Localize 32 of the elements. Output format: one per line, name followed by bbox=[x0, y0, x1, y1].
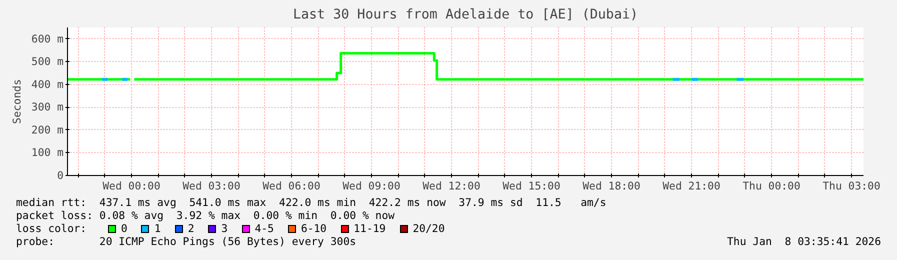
x-tick-label: Wed 03:00 bbox=[182, 180, 240, 192]
text: Thu Jan 8 03:35:41 2026 bbox=[727, 235, 881, 248]
x-tick-label: Wed 00:00 bbox=[102, 180, 160, 192]
y-tick-label: 0 bbox=[57, 169, 64, 182]
legend-label: 20/20 bbox=[412, 222, 445, 235]
chart-title: Last 30 Hours from Adelaide to [AE] (Dubai) bbox=[292, 8, 638, 22]
x-tick-label: Wed 15:00 bbox=[502, 180, 560, 192]
x-tick-label: Wed 21:00 bbox=[662, 180, 720, 192]
text: packet loss: 0.08 % avg 3.92 % max 0.00 % min 0.00 % now bbox=[16, 209, 396, 222]
text: probe: 20 ICMP Echo Pings (56 Bytes) every 300s bbox=[16, 235, 356, 248]
y-tick-label: 200 m bbox=[31, 123, 64, 136]
legend-label: 1 bbox=[154, 222, 161, 235]
legend-label: 2 bbox=[188, 222, 194, 235]
legend-title: loss color: bbox=[16, 222, 88, 235]
y-tick-label: 400 m bbox=[31, 78, 64, 91]
legend-label: 4-5 bbox=[254, 222, 274, 235]
x-tick-label: Wed 18:00 bbox=[582, 180, 640, 192]
x-tick-label: Thu 00:00 bbox=[742, 180, 800, 192]
legend-label: 6-10 bbox=[300, 222, 327, 235]
legend-label: 3 bbox=[221, 222, 228, 235]
y-tick-label: 100 m bbox=[31, 146, 64, 160]
y-tick-label: 600 m bbox=[31, 32, 64, 46]
y-axis-title: Seconds bbox=[10, 79, 24, 124]
legend-label: 0 bbox=[121, 222, 128, 235]
y-tick-label: 500 m bbox=[31, 55, 64, 68]
x-tick-label: Wed 06:00 bbox=[262, 180, 320, 192]
text: median rtt: 437.1 ms avg 541.0 ms max 422.0 ms min 422.2 ms now 37.9 ms sd 11.5 am/s bbox=[16, 196, 608, 209]
x-tick-label: Wed 12:00 bbox=[422, 180, 480, 192]
legend-label: 11-19 bbox=[354, 222, 386, 235]
y-tick-label: 300 m bbox=[31, 100, 64, 114]
x-tick-label: Wed 09:00 bbox=[342, 180, 400, 192]
x-tick-label: Thu 03:00 bbox=[822, 180, 880, 192]
